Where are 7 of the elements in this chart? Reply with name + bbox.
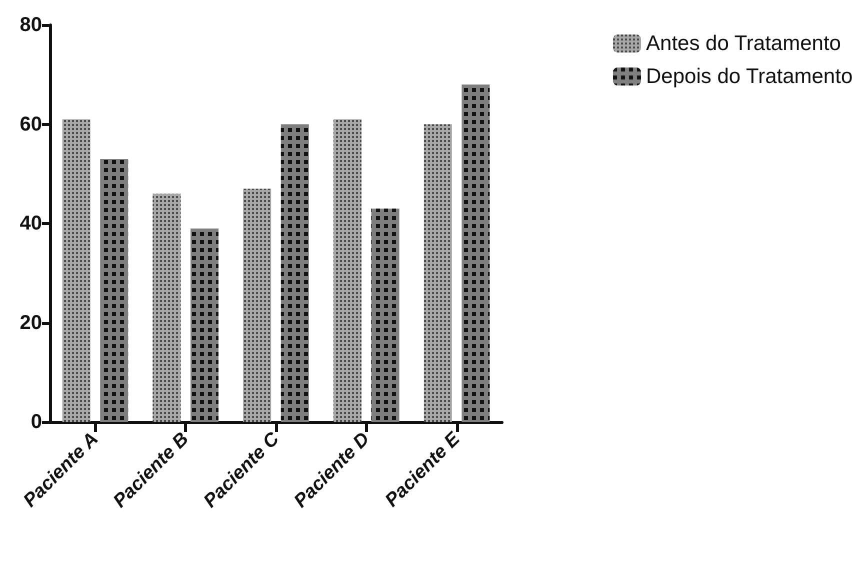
legend-label: Depois do Tratamento <box>646 65 853 88</box>
y-tick-label: 60 <box>20 113 42 136</box>
y-tick-label: 20 <box>20 312 42 334</box>
legend-label: Antes do Tratamento <box>646 32 841 55</box>
y-tick-label: 40 <box>20 212 42 234</box>
y-tick-label: 80 <box>20 14 42 36</box>
y-tick-label: 0 <box>30 411 42 433</box>
